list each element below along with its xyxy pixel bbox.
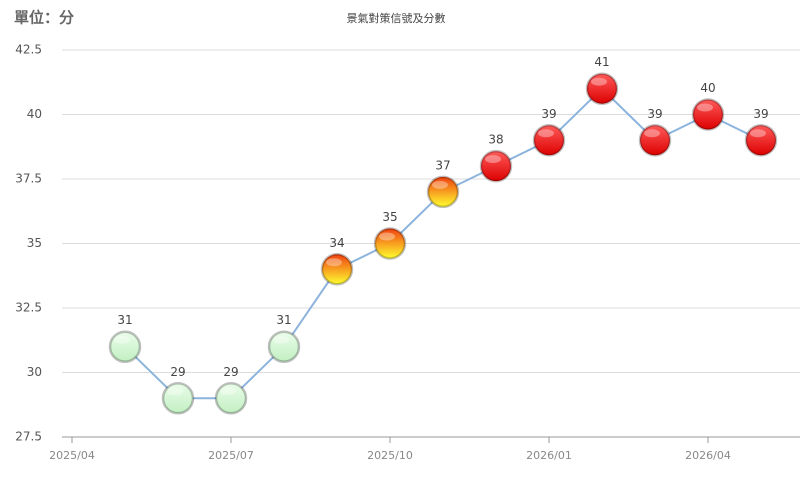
x-tick-label: 2026/04: [685, 449, 731, 462]
data-label: 29: [170, 365, 185, 379]
data-label: 41: [594, 55, 609, 69]
marker: [320, 253, 354, 286]
data-label: 34: [329, 236, 344, 250]
data-label: 38: [488, 133, 503, 147]
data-label: 31: [117, 313, 132, 327]
y-tick-label: 42.5: [15, 43, 42, 57]
unit-label: 單位：分: [14, 9, 74, 27]
marker: [638, 124, 672, 157]
y-tick-label: 35: [27, 236, 42, 250]
x-tick-label: 2026/01: [526, 449, 572, 462]
marker: [479, 149, 513, 183]
marker: [532, 124, 566, 157]
data-label: 37: [435, 158, 450, 172]
marker: [691, 98, 725, 131]
marker: [267, 330, 301, 363]
y-tick-label: 30: [27, 365, 42, 379]
y-tick-label: 40: [27, 107, 42, 121]
marker: [373, 227, 407, 260]
x-tick-label: 2025/07: [208, 449, 254, 462]
marker: [585, 72, 619, 105]
marker: [426, 175, 460, 209]
y-tick-label: 37.5: [15, 172, 42, 186]
data-label: 39: [541, 107, 556, 121]
x-tick-label: 2025/04: [49, 449, 95, 462]
data-label: 39: [647, 107, 662, 121]
data-label: 31: [276, 313, 291, 327]
x-tick-label: 2025/10: [367, 449, 413, 462]
data-label: 29: [223, 365, 238, 379]
data-label: 35: [382, 210, 397, 224]
data-label: 40: [700, 81, 715, 95]
chart-title: 景氣對策信號及分數: [347, 11, 446, 25]
marker: [744, 124, 778, 157]
y-tick-label: 32.5: [15, 301, 42, 315]
marker: [108, 330, 142, 363]
marker: [214, 382, 248, 415]
y-tick-label: 27.5: [15, 430, 42, 444]
marker: [161, 382, 195, 415]
data-label: 39: [753, 107, 768, 121]
